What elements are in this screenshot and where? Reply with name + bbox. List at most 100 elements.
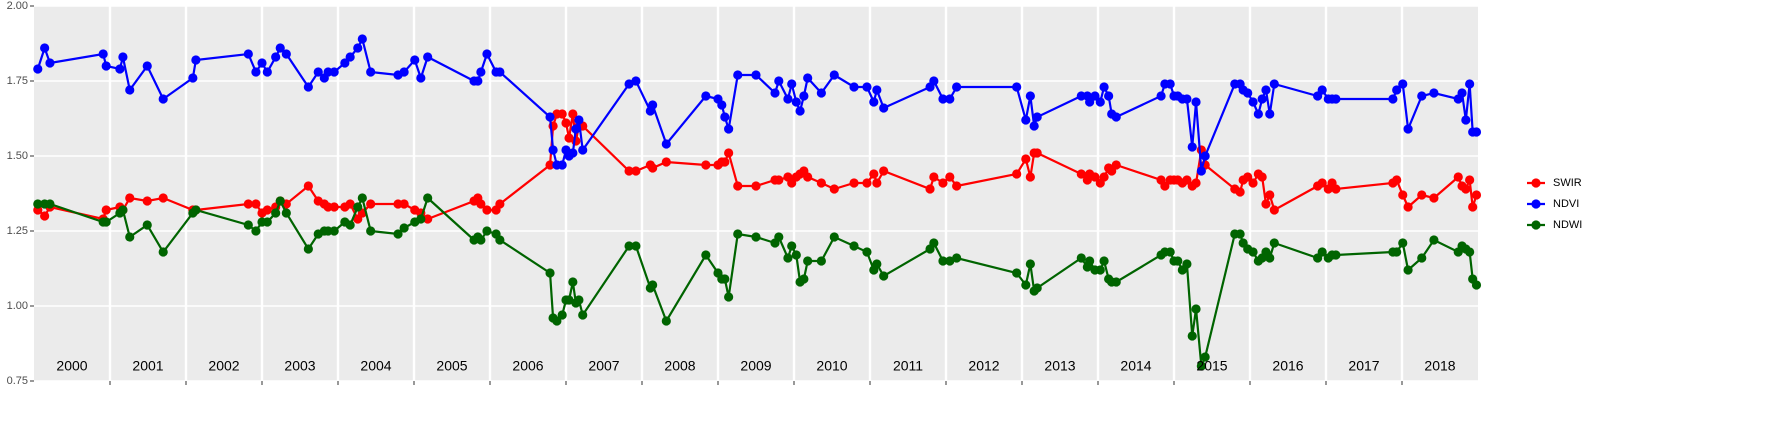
data-point: [353, 43, 363, 53]
data-point: [142, 220, 152, 230]
data-point: [1243, 88, 1253, 98]
data-point: [393, 229, 403, 239]
data-point: [799, 91, 809, 101]
data-point: [816, 178, 826, 188]
data-point: [482, 49, 492, 59]
data-point: [345, 199, 355, 209]
data-point: [1076, 253, 1086, 263]
data-point: [1269, 205, 1279, 215]
legend-key: [1531, 199, 1541, 209]
data-point: [624, 166, 634, 176]
data-point: [340, 58, 350, 68]
data-point: [329, 226, 339, 236]
data-point: [571, 136, 581, 146]
data-point: [357, 34, 367, 44]
data-point: [125, 232, 135, 242]
data-point: [257, 58, 267, 68]
data-point: [271, 52, 281, 62]
data-point: [1235, 229, 1245, 239]
data-point: [1012, 82, 1022, 92]
year-label: 2006: [512, 358, 543, 374]
data-point: [118, 52, 128, 62]
data-point: [399, 199, 409, 209]
year-label: 2007: [588, 358, 619, 374]
data-point: [717, 100, 727, 110]
data-point: [1265, 190, 1275, 200]
data-point: [561, 118, 571, 128]
data-point: [783, 253, 793, 263]
data-point: [1388, 94, 1398, 104]
data-point: [158, 94, 168, 104]
data-point: [423, 193, 433, 203]
data-point: [862, 82, 872, 92]
data-point: [251, 67, 261, 77]
data-point: [701, 160, 711, 170]
data-point: [571, 124, 581, 134]
data-point: [631, 76, 641, 86]
data-point: [648, 100, 658, 110]
data-point: [1429, 235, 1439, 245]
data-point: [869, 169, 879, 179]
data-point: [631, 241, 641, 251]
data-point: [1032, 283, 1042, 293]
data-point: [1021, 154, 1031, 164]
data-point: [733, 181, 743, 191]
data-point: [1191, 178, 1201, 188]
data-point: [1253, 109, 1263, 119]
data-point: [1032, 112, 1042, 122]
data-point: [929, 76, 939, 86]
data-point: [872, 178, 882, 188]
data-point: [1248, 97, 1258, 107]
data-point: [648, 163, 658, 173]
data-point: [98, 49, 108, 59]
data-point: [568, 109, 578, 119]
data-point: [1417, 91, 1427, 101]
data-point: [724, 124, 734, 134]
data-point: [1331, 250, 1341, 260]
data-point: [1085, 97, 1095, 107]
data-point: [410, 55, 420, 65]
data-point: [188, 73, 198, 83]
data-point: [1429, 88, 1439, 98]
data-point: [495, 235, 505, 245]
data-point: [1453, 172, 1463, 182]
data-point: [1261, 199, 1271, 209]
data-point: [938, 256, 948, 266]
data-point: [545, 112, 555, 122]
data-point: [724, 148, 734, 158]
data-point: [952, 253, 962, 263]
year-label: 2012: [968, 358, 999, 374]
data-point: [829, 70, 839, 80]
data-point: [1392, 175, 1402, 185]
data-point: [158, 193, 168, 203]
data-point: [1465, 247, 1475, 257]
data-point: [101, 61, 111, 71]
data-point: [557, 310, 567, 320]
data-point: [125, 193, 135, 203]
y-tick-label: 0.75: [7, 375, 28, 387]
data-point: [482, 205, 492, 215]
data-point: [345, 52, 355, 62]
data-point: [720, 274, 730, 284]
data-point: [1398, 79, 1408, 89]
data-point: [142, 196, 152, 206]
data-point: [1403, 265, 1413, 275]
data-point: [243, 49, 253, 59]
data-point: [849, 241, 859, 251]
data-point: [353, 202, 363, 212]
data-point: [879, 271, 889, 281]
data-point: [473, 76, 483, 86]
data-point: [557, 160, 567, 170]
data-point: [303, 244, 313, 254]
data-point: [872, 259, 882, 269]
data-point: [751, 232, 761, 242]
data-point: [724, 292, 734, 302]
data-point: [495, 67, 505, 77]
data-point: [1429, 193, 1439, 203]
data-point: [101, 217, 111, 227]
data-point: [872, 85, 882, 95]
data-point: [1095, 265, 1105, 275]
data-point: [1182, 259, 1192, 269]
data-point: [751, 70, 761, 80]
data-point: [548, 145, 558, 155]
